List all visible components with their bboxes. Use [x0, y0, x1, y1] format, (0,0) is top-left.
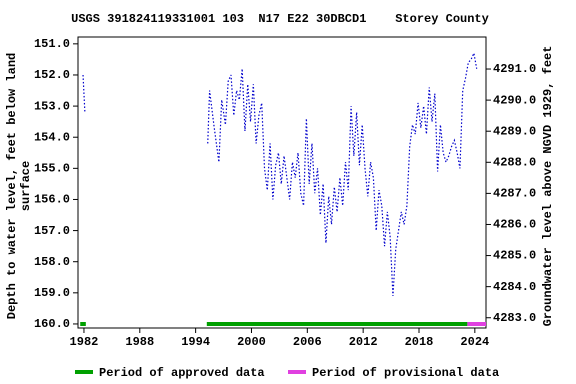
period-bar [206, 322, 468, 326]
x-tick-label: 2006 [293, 335, 322, 349]
period-bar [467, 322, 486, 326]
x-tick-label: 2024 [460, 335, 489, 349]
x-tick-label: 2018 [405, 335, 434, 349]
y2-tick-label: 4290.0 [493, 93, 536, 107]
y-tick-label: 157.0 [34, 224, 70, 238]
x-tick-label: 1982 [70, 335, 99, 349]
y-tick-label: 152.0 [34, 68, 70, 82]
y-axis-label: Depth to water level, feet below land [5, 53, 19, 319]
plot-frame [77, 36, 487, 329]
y-tick-label: 160.0 [34, 317, 70, 331]
x-tick-label: 2012 [349, 335, 378, 349]
y2-tick-label: 4283.0 [493, 311, 536, 325]
y2-tick-label: 4284.0 [493, 280, 536, 294]
x-tick-label: 2000 [237, 335, 266, 349]
legend-label: Period of approved data [99, 366, 265, 380]
y2-tick-label: 4288.0 [493, 155, 536, 169]
y2-tick-label: 4286.0 [493, 218, 536, 232]
x-tick-label: 1988 [125, 335, 154, 349]
y-axis-label: surface [19, 161, 33, 211]
y-tick-label: 151.0 [34, 37, 70, 51]
y2-axis-label: Groundwater level above NGVD 1929, feet [541, 46, 555, 327]
x-tick-label: 1994 [181, 335, 210, 349]
y-tick-label: 159.0 [34, 286, 70, 300]
y-tick-label: 155.0 [34, 162, 70, 176]
y-tick-label: 158.0 [34, 255, 70, 269]
y-tick-label: 156.0 [34, 193, 70, 207]
y-tick-label: 153.0 [34, 99, 70, 113]
y2-tick-label: 4285.0 [493, 249, 536, 263]
y2-tick-label: 4287.0 [493, 187, 536, 201]
data-line [82, 51, 478, 296]
period-bar [80, 322, 86, 326]
y2-tick-label: 4291.0 [493, 62, 536, 76]
chart-title: USGS 391824119331001 103 N17 E22 30DBCD1… [71, 12, 489, 26]
y2-tick-label: 4289.0 [493, 124, 536, 138]
y-tick-label: 154.0 [34, 130, 70, 144]
legend-label: Period of provisional data [312, 366, 499, 380]
